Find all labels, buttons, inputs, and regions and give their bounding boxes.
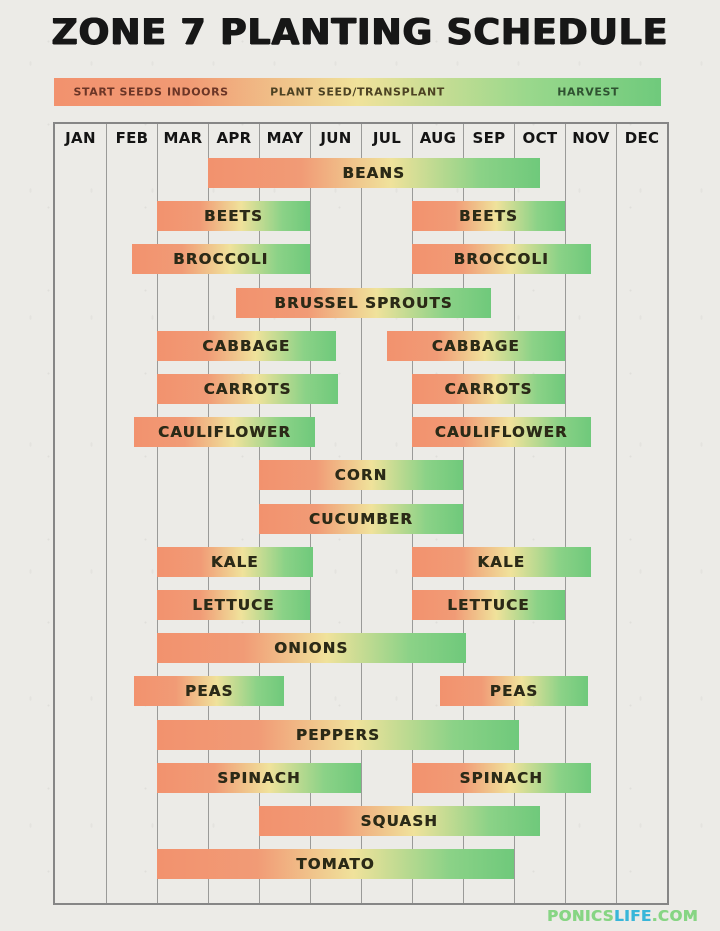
- bar-label: BROCCOLI: [453, 250, 549, 269]
- bar-label: BRUSSEL SPROUTS: [274, 293, 453, 312]
- bar-cauliflower: CAULIFLOWER: [134, 417, 316, 448]
- month-column-feb: FEB: [106, 124, 157, 903]
- bar-label: CABBAGE: [202, 336, 291, 355]
- month-column-oct: OCT: [514, 124, 565, 903]
- month-column-apr: APR: [208, 124, 259, 903]
- month-header-oct: OCT: [522, 129, 558, 147]
- bar-beans: BEANS: [208, 158, 540, 188]
- bar-label: SPINACH: [459, 768, 543, 787]
- bar-label: PEPPERS: [295, 725, 381, 744]
- month-header-dec: DEC: [624, 129, 660, 147]
- bar-label: TOMATO: [296, 855, 375, 874]
- bar-label: CORN: [334, 466, 388, 485]
- bar-label: CAULIFLOWER: [434, 423, 568, 442]
- watermark: PONICSLIFE.COM: [547, 907, 698, 925]
- month-column-mar: MAR: [157, 124, 208, 903]
- month-column-jan: JAN: [55, 124, 106, 903]
- bar-label: CAULIFLOWER: [158, 423, 292, 442]
- bar-label: SQUASH: [360, 812, 438, 830]
- month-header-jun: JUN: [320, 129, 352, 147]
- bar-brussel-sprouts: BRUSSEL SPROUTS: [236, 287, 492, 318]
- bar-lettuce: LETTUCE: [157, 590, 310, 620]
- month-header-feb: FEB: [115, 129, 149, 147]
- month-header-aug: AUG: [419, 129, 457, 147]
- bar-label: CUCUMBER: [308, 509, 414, 528]
- bar-cabbage: CABBAGE: [157, 330, 336, 361]
- bar-label: KALE: [210, 552, 259, 571]
- watermark-com: .COM: [651, 907, 698, 925]
- bar-lettuce: LETTUCE: [412, 590, 565, 620]
- bar-carrots: CARROTS: [157, 374, 339, 404]
- bar-label: CABBAGE: [431, 336, 520, 355]
- bar-spinach: SPINACH: [412, 762, 591, 793]
- bar-corn: CORN: [259, 460, 463, 491]
- bar-cucumber: CUCUMBER: [259, 503, 463, 534]
- planting-schedule-grid: JAN FEB MAR APR MAY JUN JUL AUG SEP OCT NOV DEC BEAN…: [53, 122, 669, 905]
- month-header-nov: NOV: [572, 129, 610, 147]
- bar-label: BROCCOLI: [173, 250, 269, 269]
- bar-label: BEETS: [204, 207, 263, 226]
- bar-peas: PEAS: [440, 676, 588, 707]
- bar-label: CARROTS: [203, 380, 292, 398]
- bar-label: PEAS: [489, 682, 539, 701]
- bar-kale: KALE: [412, 546, 591, 577]
- legend-label-plant-seed-transplant: PLANT SEED/TRANSPLANT: [270, 85, 445, 99]
- bar-peppers: PEPPERS: [157, 719, 520, 750]
- bar-cabbage: CABBAGE: [386, 330, 565, 361]
- month-header-mar: MAR: [163, 129, 203, 147]
- bar-label: CARROTS: [444, 380, 533, 398]
- bar-carrots: CARROTS: [412, 374, 565, 404]
- page-title: ZONE 7 PLANTING SCHEDULE: [51, 12, 669, 53]
- month-header-apr: APR: [216, 129, 252, 147]
- bar-broccoli: BROCCOLI: [412, 244, 591, 275]
- bar-kale: KALE: [157, 546, 313, 577]
- legend-label-start-seeds-indoors: START SEEDS INDOORS: [73, 85, 229, 99]
- bar-broccoli: BROCCOLI: [131, 244, 310, 275]
- bar-label: KALE: [477, 552, 526, 571]
- bar-beets: BEETS: [157, 201, 310, 232]
- bar-label: LETTUCE: [447, 596, 530, 614]
- bar-label: ONIONS: [274, 639, 349, 658]
- month-header-may: MAY: [266, 129, 304, 147]
- bar-label: PEAS: [185, 682, 234, 701]
- month-column-nov: NOV: [565, 124, 616, 903]
- month-column-dec: DEC: [616, 124, 667, 903]
- legend-label-harvest: HARVEST: [557, 85, 620, 99]
- bar-beets: BEETS: [412, 201, 565, 232]
- watermark-ponics: PONICS: [546, 907, 614, 925]
- month-header-jul: JUL: [372, 129, 402, 147]
- bar-cauliflower: CAULIFLOWER: [412, 417, 591, 448]
- bar-label: LETTUCE: [192, 596, 275, 614]
- bar-squash: SQUASH: [259, 806, 540, 836]
- bar-peas: PEAS: [134, 676, 285, 707]
- legend-gradient-bar: START SEEDS INDOORS PLANT SEED/TRANSPLAN…: [54, 78, 661, 106]
- month-column-sep: SEP: [463, 124, 514, 903]
- bar-label: BEETS: [459, 207, 518, 226]
- bar-onions: ONIONS: [157, 633, 466, 664]
- month-header-jan: JAN: [65, 129, 96, 147]
- watermark-life: LIFE: [613, 907, 652, 925]
- bar-spinach: SPINACH: [157, 762, 361, 793]
- month-header-sep: SEP: [472, 129, 506, 147]
- bar-label: BEANS: [342, 164, 406, 182]
- bar-tomato: TOMATO: [157, 849, 514, 880]
- bar-label: SPINACH: [217, 768, 301, 787]
